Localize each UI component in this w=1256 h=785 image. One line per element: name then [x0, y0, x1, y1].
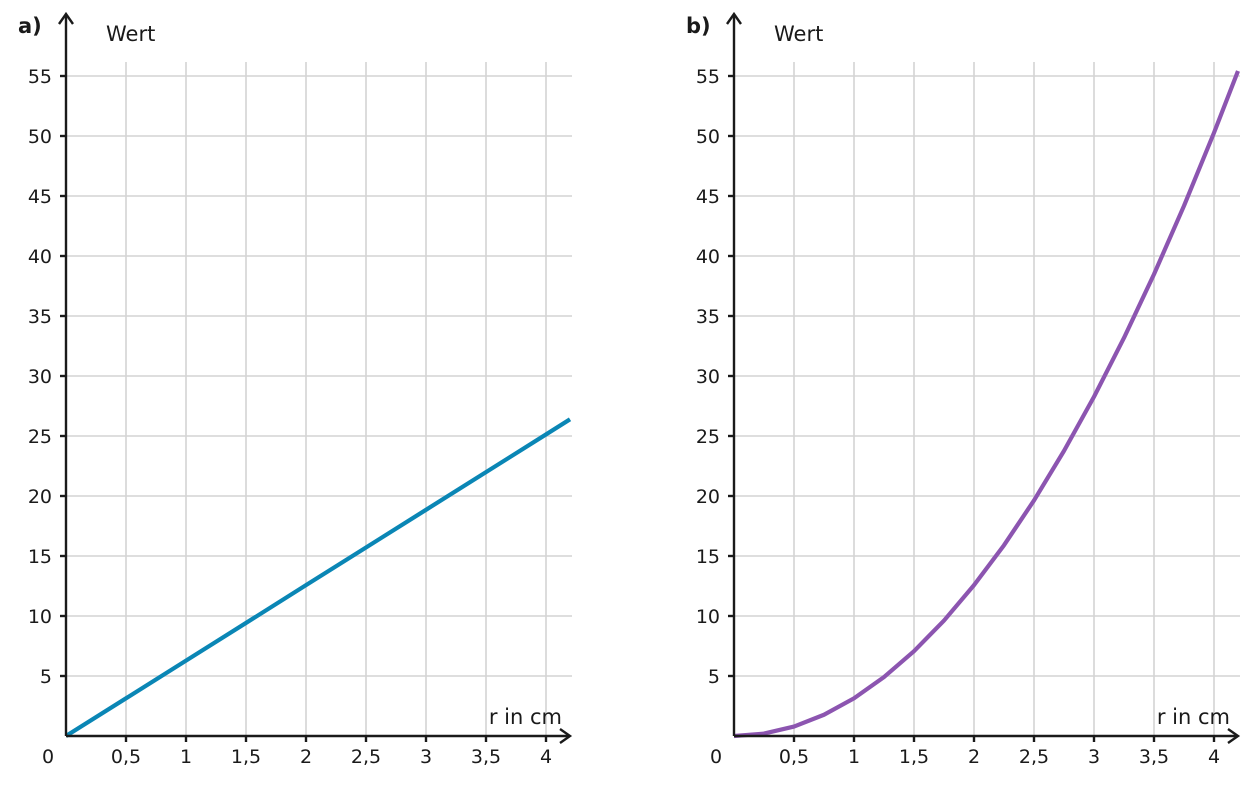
x-tick-label-b-5: 3: [1088, 746, 1100, 768]
y-tick-label-b-8: 45: [696, 186, 720, 208]
x-tick-label-b-4: 2,5: [1019, 746, 1049, 768]
y-tick-label-a-4: 25: [28, 426, 52, 448]
y-tick-label-a-1: 10: [28, 606, 52, 628]
x-tick-label-b-6: 3,5: [1139, 746, 1169, 768]
y-tick-label-a-5: 30: [28, 366, 52, 388]
x-tick-label-a-6: 3,5: [471, 746, 501, 768]
y-tick-label-a-8: 45: [28, 186, 52, 208]
y-tick-label-b-2: 15: [696, 546, 720, 568]
x-tick-label-a-3: 2: [300, 746, 312, 768]
y-tick-label-a-7: 40: [28, 246, 52, 268]
x-axis-label-a: r in cm: [489, 705, 562, 729]
y-tick-label-b-10: 55: [696, 66, 720, 88]
y-tick-label-b-6: 35: [696, 306, 720, 328]
y-axis-arrow-a: [58, 11, 74, 25]
x-tick-label-b-7: 4: [1208, 746, 1220, 768]
y-tick-label-a-6: 35: [28, 306, 52, 328]
origin-label-a: 0: [42, 746, 54, 768]
y-tick-label-b-9: 50: [696, 126, 720, 148]
x-tick-label-a-7: 4: [540, 746, 552, 768]
x-tick-label-b-0: 0,5: [779, 746, 809, 768]
x-axis-label-b: r in cm: [1157, 705, 1230, 729]
y-tick-label-a-3: 20: [28, 486, 52, 508]
x-tick-label-b-1: 1: [848, 746, 860, 768]
x-tick-label-b-3: 2: [968, 746, 980, 768]
origin-label-b: 0: [710, 746, 722, 768]
y-tick-label-b-4: 25: [696, 426, 720, 448]
y-tick-label-a-10: 55: [28, 66, 52, 88]
y-tick-label-a-9: 50: [28, 126, 52, 148]
y-tick-label-b-7: 40: [696, 246, 720, 268]
y-tick-label-a-2: 15: [28, 546, 52, 568]
y-axis-label-a: Wert: [106, 22, 155, 46]
x-tick-label-a-5: 3: [420, 746, 432, 768]
y-tick-label-b-3: 20: [696, 486, 720, 508]
x-tick-label-b-2: 1,5: [899, 746, 929, 768]
x-tick-label-a-0: 0,5: [111, 746, 141, 768]
y-tick-label-b-1: 10: [696, 606, 720, 628]
x-tick-label-a-1: 1: [180, 746, 192, 768]
y-axis-arrow-b: [726, 11, 742, 25]
y-tick-label-b-5: 30: [696, 366, 720, 388]
panel-label-b: b): [686, 14, 711, 38]
x-axis-arrow-b: [1227, 728, 1241, 744]
x-tick-label-a-4: 2,5: [351, 746, 381, 768]
series-line-a-0: [66, 417, 572, 738]
grid-a: [66, 62, 572, 736]
x-axis-arrow-a: [559, 728, 573, 744]
y-tick-label-a-0: 5: [40, 666, 52, 688]
panel-label-a: a): [18, 14, 42, 38]
x-tick-label-a-2: 1,5: [231, 746, 261, 768]
y-axis-label-b: Wert: [774, 22, 823, 46]
grid-b: [734, 62, 1240, 736]
y-tick-label-b-0: 5: [708, 666, 720, 688]
series-line-b-0: [734, 70, 1240, 739]
